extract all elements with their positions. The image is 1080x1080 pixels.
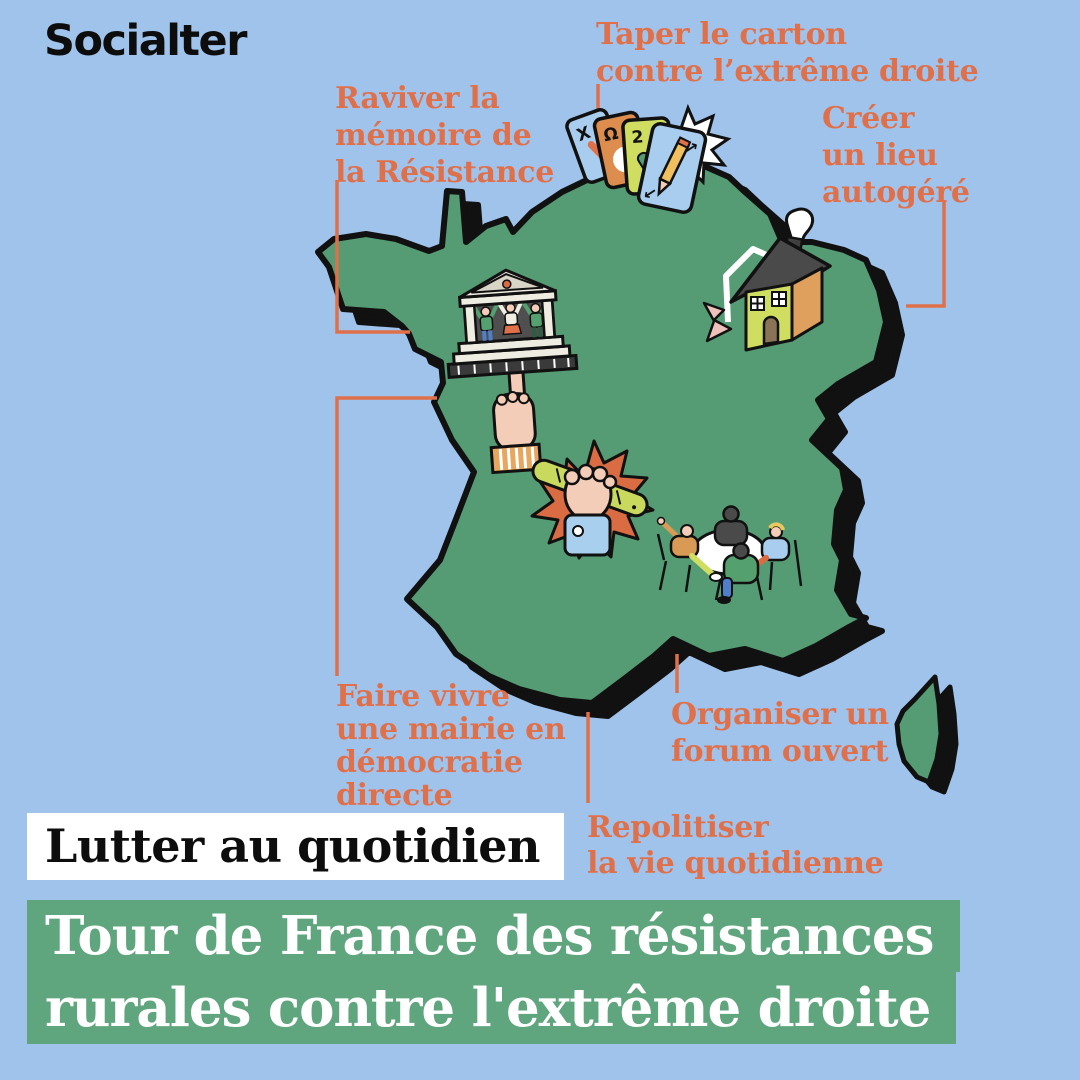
connector-faire <box>335 396 437 676</box>
connector-lines <box>335 84 946 803</box>
label-raviver-memoire: Raviver la mémoire de la Résistance <box>335 81 555 190</box>
house-door <box>762 315 780 346</box>
label-repolitiser-vie: Repolitiser la vie quotidienne <box>587 810 884 881</box>
figure-1 <box>472 303 499 341</box>
card-two-symbol: 2 <box>631 127 644 148</box>
label-faire-vivre-mairie: Faire vivre une mairie en démocratie dir… <box>336 679 566 813</box>
card-x-symbol: X <box>574 123 593 146</box>
title-line-2: rurales contre l'extrême droite <box>27 972 957 1044</box>
card-game-illustration: X Ω 2 ↗ ↙ <box>565 103 732 214</box>
card-omega-symbol: Ω <box>602 124 620 147</box>
person-green <box>717 542 760 604</box>
town-hall-building <box>446 268 579 379</box>
fist <box>563 463 618 522</box>
house-windows <box>750 291 787 311</box>
kicker-lutter-au-quotidien: Lutter au quotidien <box>27 813 564 880</box>
pointing-hand <box>489 356 543 475</box>
town-hall-illustration <box>446 268 579 475</box>
socialter-logo: Socialter <box>44 16 247 66</box>
figure-2 <box>497 300 524 336</box>
label-organiser-forum: Organiser un forum ouvert <box>671 697 889 769</box>
person-dark <box>713 505 749 547</box>
pink-shard <box>702 301 733 343</box>
label-taper-carton: Taper le carton contre l’extrême droite <box>596 17 979 89</box>
baguette-illustration <box>530 439 655 560</box>
arrow-up-right-icon: ↗ <box>683 137 700 158</box>
title-banner: Tour de France des résistances rurales c… <box>27 900 960 1044</box>
striped-cuff <box>489 442 543 475</box>
house-illustration <box>702 207 832 352</box>
meeting-illustration <box>656 505 803 604</box>
connector-creer <box>906 200 946 308</box>
connector-raviver <box>335 180 410 334</box>
title-line-1: Tour de France des résistances <box>27 900 960 972</box>
corsica-island <box>894 674 959 795</box>
sleeve-cuff <box>563 513 612 557</box>
arrow-down-left-icon: ↙ <box>641 183 658 204</box>
label-creer-lieu: Créer un lieu autogéré <box>822 101 970 210</box>
card-pencil: ↗ ↙ <box>636 122 708 214</box>
person-orange <box>656 516 723 582</box>
pencil-icon <box>657 136 692 197</box>
